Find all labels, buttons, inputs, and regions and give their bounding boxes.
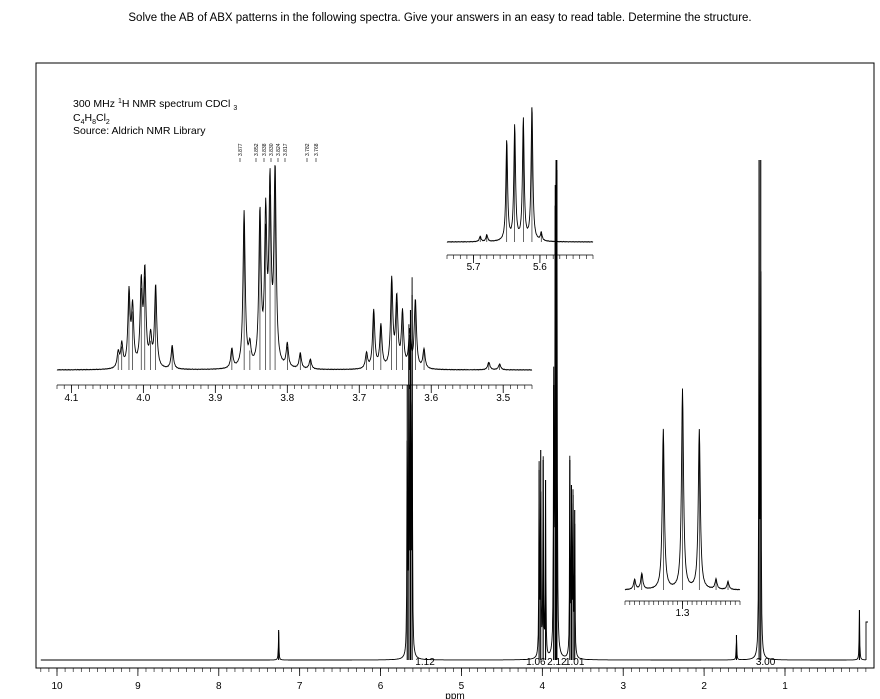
abx-inset-trace — [56, 165, 533, 371]
spectrum-title: 300 MHz 1H NMR spectrum CDCl 3 — [73, 98, 237, 112]
methyl-axis-tick-label: 1.3 — [676, 608, 690, 619]
main-tick-label: 1 — [782, 681, 788, 692]
abx-axis-tick-label: 3.6 — [424, 393, 438, 404]
main-tick-label: 8 — [216, 681, 222, 692]
vinyl-inset-axis: 5.7 5.6 — [446, 254, 594, 273]
abx-spectrum-line — [56, 165, 533, 371]
abx-peak-label: 3.782 — [305, 143, 311, 156]
abx-axis-tick-label: 3.7 — [352, 393, 366, 404]
vinyl-spectrum-line — [446, 107, 594, 243]
methyl-spectrum-line — [624, 388, 741, 591]
integral-label: 3.00 — [756, 657, 776, 668]
main-tick-label: 9 — [135, 681, 141, 692]
methyl-inset-trace — [624, 388, 741, 591]
abx-axis-tick-label: 3.9 — [208, 393, 222, 404]
main-tick-label: 10 — [51, 681, 63, 692]
abx-peak-label: 3.768 — [314, 143, 320, 156]
integral-label: 1.06 — [526, 657, 546, 668]
main-tick-label: 5 — [459, 681, 465, 692]
abx-axis-tick-label: 3.8 — [280, 393, 294, 404]
molecular-formula: C4H8Cl2 — [73, 112, 110, 126]
question-text: Solve the AB of ABX patterns in the foll… — [128, 12, 752, 24]
abx-peak-label: 3.817 — [283, 143, 289, 156]
abx-peak-label: 3.877 — [238, 143, 244, 156]
abx-inset-axis: 4.1 4.0 3.9 3.8 3.7 3.6 3.5 — [56, 384, 533, 404]
abx-axis-tick-label: 4.1 — [64, 393, 78, 404]
abx-axis-tick-label: 4.0 — [136, 393, 150, 404]
main-tick-label: 6 — [378, 681, 384, 692]
main-spectrum-line — [40, 159, 866, 661]
main-tick-label: 3 — [620, 681, 626, 692]
vinyl-axis-tick-label: 5.6 — [533, 262, 547, 273]
source-label: Source: Aldrich NMR Library — [73, 125, 206, 137]
abx-peak-label: 3.838 — [262, 143, 268, 156]
abx-peak-label: 3.830 — [269, 143, 275, 156]
main-spectrum-trace — [40, 159, 868, 661]
integral-label: 1.01 — [565, 657, 585, 668]
main-tick-label: 4 — [540, 681, 546, 692]
abx-axis-tick-label: 3.5 — [496, 393, 510, 404]
vinyl-inset-trace — [446, 107, 594, 243]
integral-label: 2.12 — [547, 657, 567, 668]
x-axis-label: ppm — [445, 691, 464, 699]
integral-label: 1.12 — [415, 657, 435, 668]
vinyl-axis-tick-label: 5.7 — [467, 262, 481, 273]
methyl-inset-axis: 1.3 — [624, 600, 741, 619]
main-tick-label: 2 — [701, 681, 707, 692]
main-tick-label: 7 — [297, 681, 303, 692]
abx-peak-label: 3.824 — [276, 143, 282, 156]
abx-peak-label: 3.852 — [254, 143, 260, 156]
plot-frame — [35, 62, 875, 669]
abx-peak-labels: 3.877 3.852 3.838 3.830 3.824 3.817 3.782 3.768 — [238, 143, 320, 162]
right-edge-spike — [865, 621, 868, 660]
main-x-axis: 10 9 8 7 6 5 4 3 2 1 — [37, 667, 873, 692]
integration-values: 1.12 1.06 2.121.01 3.00 — [415, 657, 775, 668]
